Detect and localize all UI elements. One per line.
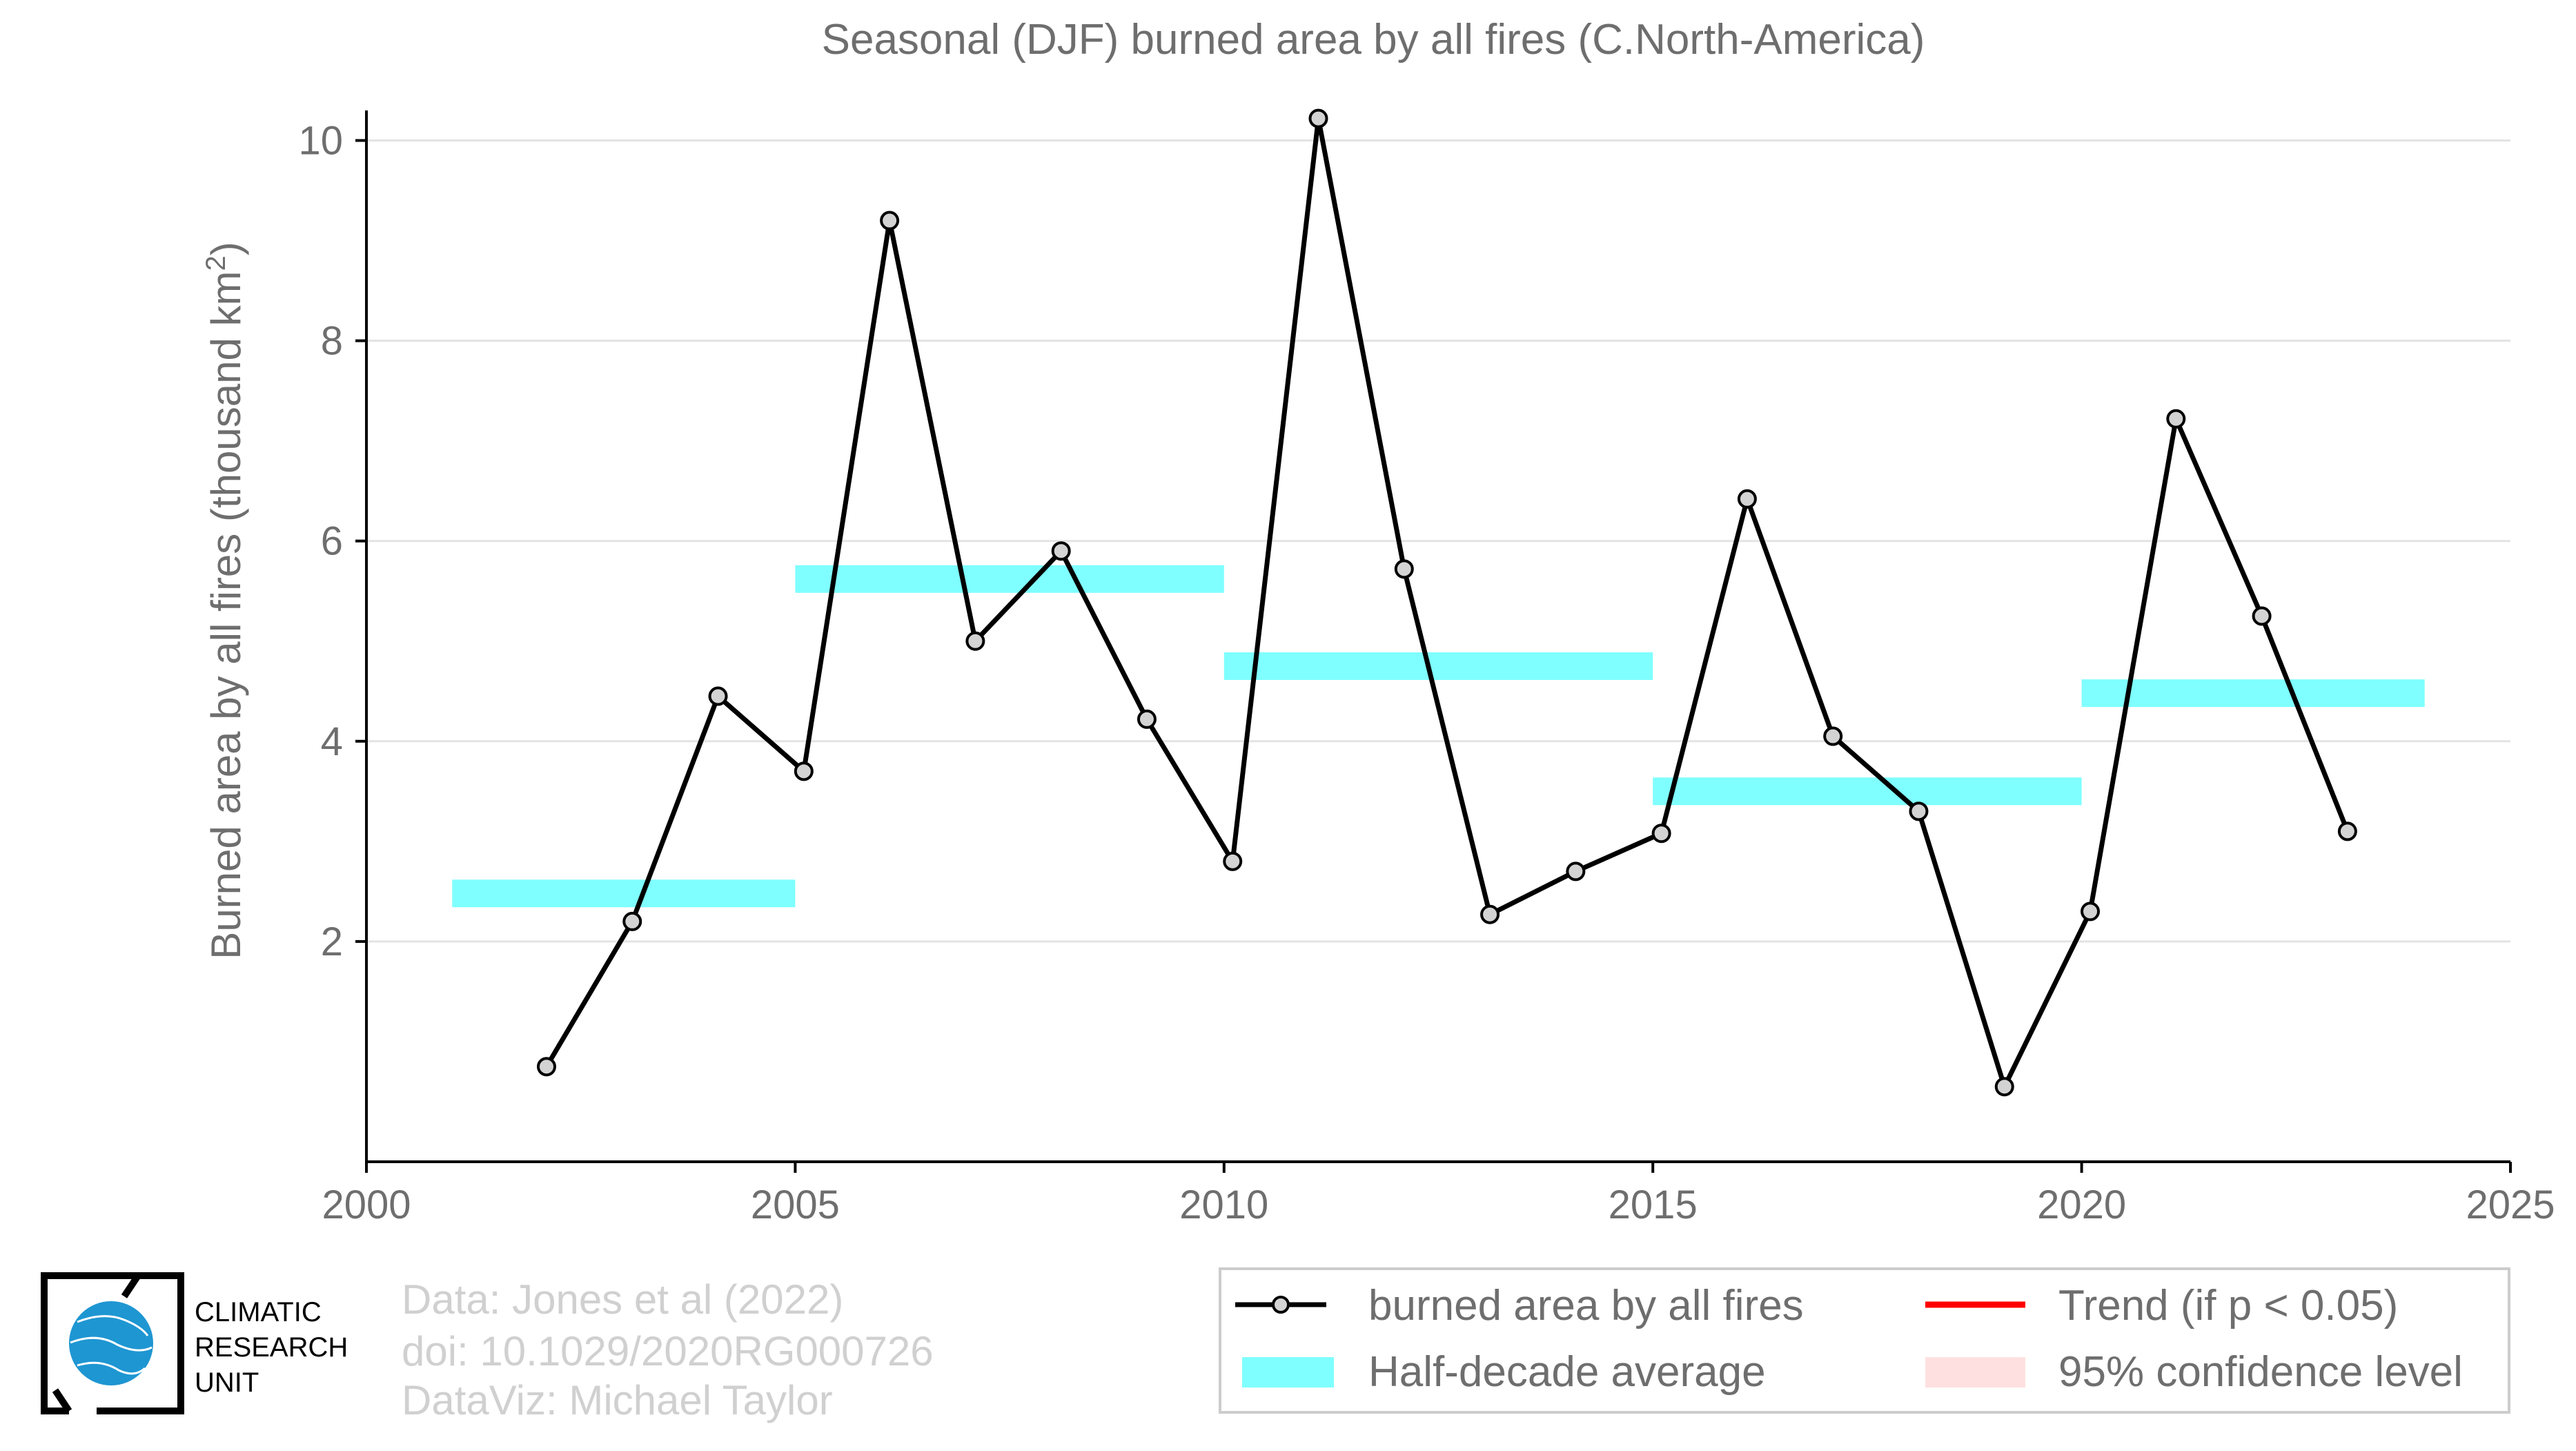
- logo-globe-contour-3: [77, 1361, 146, 1375]
- y-tick-label-10: 10: [298, 119, 343, 164]
- half-decade-bar-3: [1653, 777, 2082, 806]
- credit-dataviz: DataViz: Michael Taylor: [402, 1377, 833, 1423]
- y-axis-label-close: ): [203, 242, 249, 255]
- x-tick-label-2000: 2000: [322, 1182, 411, 1227]
- logo-globe-icon: [69, 1301, 153, 1385]
- burned-area-series: [536, 108, 2357, 1097]
- data-point-21: [2337, 821, 2357, 841]
- y-tick-label-2: 2: [321, 919, 343, 964]
- burned-area-line: [544, 116, 2350, 1089]
- half-decade-bar-0: [452, 879, 796, 908]
- data-point-0: [536, 1057, 556, 1077]
- half-decade-bar-1: [795, 565, 1224, 593]
- data-point-12: [1566, 861, 1586, 882]
- data-point-18: [2081, 902, 2101, 922]
- data-point-16: [1909, 801, 1929, 821]
- x-tick-label-2015: 2015: [1609, 1182, 1698, 1227]
- logo-globe-contour-2: [70, 1336, 153, 1352]
- y-tick-label-6: 6: [321, 519, 343, 564]
- data-point-3: [794, 761, 814, 781]
- y-axis-label: Burned area by all fires (thousand km2): [201, 242, 249, 959]
- data-point-1: [622, 911, 642, 931]
- cru-logo: CLIMATIC RESEARCH UNIT: [41, 1272, 348, 1414]
- logo-globe-contour-1: [77, 1315, 149, 1336]
- logo-text-line1: CLIMATIC: [195, 1297, 322, 1327]
- half-decade-average-bars: [452, 565, 2425, 908]
- data-point-11: [1480, 904, 1500, 924]
- legend: burned area by all fires Trend (if p < 0…: [1219, 1267, 2510, 1414]
- x-tick-label-2010: 2010: [1179, 1182, 1268, 1227]
- data-point-2: [708, 686, 728, 706]
- data-point-15: [1823, 726, 1843, 746]
- data-point-10: [1394, 559, 1414, 579]
- x-tick-label-2020: 2020: [2037, 1182, 2126, 1227]
- logo-bracket-left: [41, 1272, 128, 1414]
- y-tick-label-8: 8: [321, 319, 343, 364]
- y-axis-label-superscript: 2: [201, 255, 231, 271]
- chart-title: Seasonal (DJF) burned area by all fires …: [822, 16, 1925, 64]
- legend-frame: [1219, 1267, 2510, 1414]
- gridlines: [366, 139, 2510, 943]
- legend-label-confidence: 95% confidence level: [2058, 1348, 2463, 1396]
- legend-label-trend: Trend (if p < 0.05): [2058, 1282, 2398, 1330]
- data-point-5: [965, 631, 985, 651]
- logo-slash-bottom: [52, 1388, 72, 1413]
- x-tick-label-2005: 2005: [751, 1182, 840, 1227]
- data-point-14: [1737, 489, 1757, 509]
- half-decade-bar-2: [1223, 652, 1653, 681]
- data-point-8: [1223, 851, 1243, 871]
- legend-marker-burned-area: [1272, 1296, 1290, 1314]
- y-axis-label-text: Burned area by all fires (thousand km: [203, 271, 249, 960]
- y-tick-label-4: 4: [321, 719, 343, 764]
- data-point-13: [1651, 824, 1671, 844]
- axes: 2 4 6 8 10 2000 2005 2010 2015 2020 2025: [298, 110, 2555, 1227]
- legend-label-half-decade: Half-decade average: [1368, 1348, 1766, 1396]
- logo-bracket-right: [97, 1272, 184, 1414]
- data-point-19: [2166, 409, 2186, 429]
- logo-text-line3: UNIT: [195, 1367, 259, 1398]
- logo-text-line2: RESEARCH: [195, 1332, 348, 1363]
- credits: Data: Jones et al (2022) doi: 10.1029/20…: [402, 1276, 934, 1423]
- data-point-7: [1137, 709, 1157, 729]
- legend-label-burned-area: burned area by all fires: [1368, 1282, 1804, 1330]
- data-point-6: [1051, 541, 1071, 561]
- data-point-17: [1994, 1077, 2014, 1097]
- half-decade-bar-4: [2081, 679, 2425, 708]
- legend-swatch-half-decade: [1242, 1357, 1334, 1387]
- data-point-4: [880, 211, 900, 231]
- legend-swatch-confidence: [1925, 1357, 2025, 1387]
- data-point-9: [1308, 108, 1328, 128]
- credit-doi: doi: 10.1029/2020RG000726: [402, 1328, 934, 1374]
- credit-data-source: Data: Jones et al (2022): [402, 1276, 843, 1323]
- x-tick-label-2025: 2025: [2466, 1182, 2555, 1227]
- logo-slash-top: [121, 1274, 141, 1298]
- data-point-20: [2252, 606, 2272, 626]
